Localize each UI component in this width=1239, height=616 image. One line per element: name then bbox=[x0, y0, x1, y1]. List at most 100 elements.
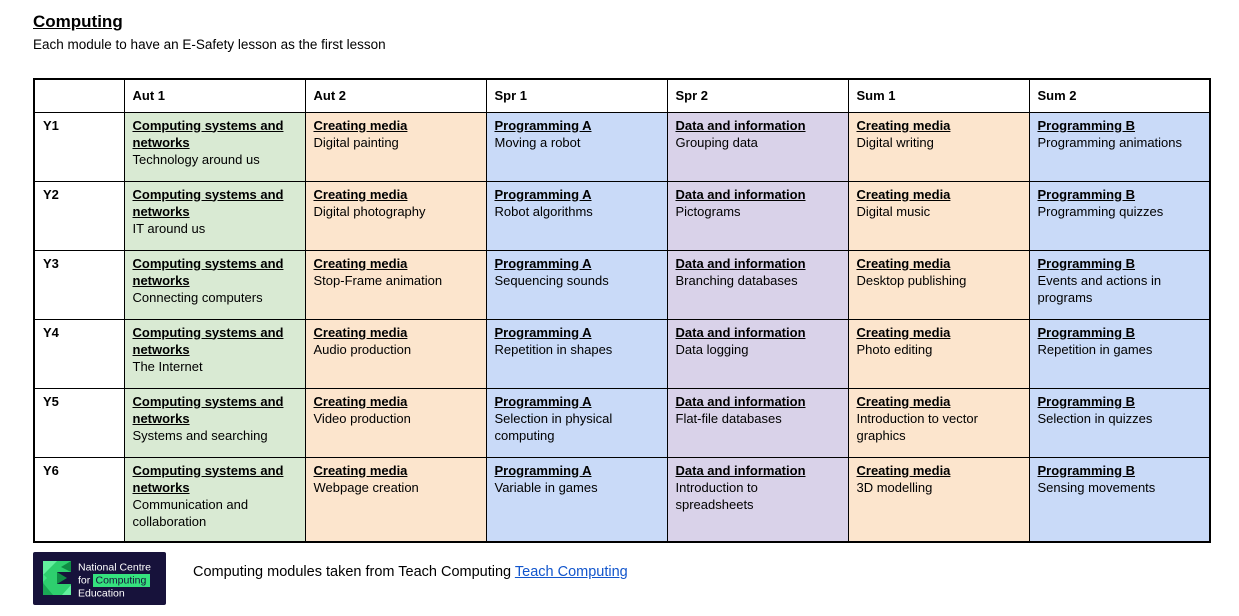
module-unit: Photo editing bbox=[856, 341, 933, 357]
module-cell-y1-aut-2: Creating media Digital painting bbox=[304, 111, 487, 182]
module-strand: Data and information bbox=[675, 186, 806, 202]
ncce-logo-c-mark bbox=[43, 561, 71, 595]
module-unit: Sequencing sounds bbox=[494, 272, 609, 288]
module-cell-y1-spr-2: Data and information Grouping data bbox=[666, 111, 849, 182]
curriculum-table: Aut 1 Aut 2 Spr 1 Spr 2 Sum 1 Sum 2 Y1 Computi… bbox=[33, 78, 1211, 543]
module-unit: Selection in physical computing bbox=[494, 410, 613, 443]
module-unit: Sensing movements bbox=[1037, 479, 1156, 495]
module-cell-y5-spr-2: Data and information Flat-file databases bbox=[666, 387, 849, 458]
table-header: Aut 1 Aut 2 Spr 1 Spr 2 Sum 1 Sum 2 bbox=[33, 78, 1211, 113]
ncce-logo-highlight-box bbox=[93, 574, 150, 587]
module-strand: Data and information bbox=[675, 324, 806, 340]
module-unit: Introduction to spreadsheets bbox=[675, 479, 758, 512]
module-unit: Communication and collaboration bbox=[132, 496, 249, 529]
module-unit: Branching databases bbox=[675, 272, 798, 288]
module-cell-y2-sum-1: Creating media Digital music bbox=[847, 180, 1030, 251]
table-row-y4: Y4 Computing systems and networks The Inte… bbox=[33, 318, 1211, 389]
module-strand: Programming A bbox=[494, 186, 592, 202]
module-cell-y3-spr-1: Programming A Sequencing sounds bbox=[485, 249, 668, 320]
module-unit: Video production bbox=[313, 410, 411, 426]
module-strand: Creating media bbox=[313, 393, 408, 409]
module-strand: Programming A bbox=[494, 117, 592, 133]
module-unit: Stop-Frame animation bbox=[313, 272, 443, 288]
module-cell-y3-sum-2: Programming B Events and actions in progr… bbox=[1028, 249, 1211, 320]
table-row-y2: Y2 Computing systems and networks IT aroun… bbox=[33, 180, 1211, 251]
module-cell-y1-sum-1: Creating media Digital writing bbox=[847, 111, 1030, 182]
page-title: Computing bbox=[33, 12, 123, 31]
row-header-y1: Y1 bbox=[33, 111, 125, 182]
module-strand: Computing systems and networks bbox=[132, 324, 284, 357]
module-strand: Creating media bbox=[856, 324, 951, 340]
module-cell-y5-spr-1: Programming A Selection in physical compu… bbox=[485, 387, 668, 458]
module-unit: Audio production bbox=[313, 341, 412, 357]
header-row: Aut 1 Aut 2 Spr 1 Spr 2 Sum 1 Sum 2 bbox=[33, 78, 1211, 113]
module-strand: Creating media bbox=[856, 462, 951, 478]
module-strand: Data and information bbox=[675, 462, 806, 478]
module-cell-y2-aut-2: Creating media Digital photography bbox=[304, 180, 487, 251]
module-unit: 3D modelling bbox=[856, 479, 933, 495]
module-strand: Programming B bbox=[1037, 117, 1136, 133]
module-strand: Programming A bbox=[494, 255, 592, 271]
module-cell-y4-sum-2: Programming B Repetition in games bbox=[1028, 318, 1211, 389]
module-unit: Variable in games bbox=[494, 479, 598, 495]
module-unit: Digital music bbox=[856, 203, 931, 219]
module-cell-y2-spr-1: Programming A Robot algorithms bbox=[485, 180, 668, 251]
module-unit: Grouping data bbox=[675, 134, 758, 150]
module-cell-y3-aut-1: Computing systems and networks Connecting… bbox=[123, 249, 306, 320]
module-cell-y1-aut-1: Computing systems and networks Technology… bbox=[123, 111, 306, 182]
column-header-spr-1: Spr 1 bbox=[485, 78, 668, 113]
module-strand: Programming A bbox=[494, 393, 592, 409]
module-cell-y3-spr-2: Data and information Branching databases bbox=[666, 249, 849, 320]
module-strand: Creating media bbox=[856, 117, 951, 133]
module-cell-y3-aut-2: Creating media Stop-Frame animation bbox=[304, 249, 487, 320]
module-unit: Digital photography bbox=[313, 203, 426, 219]
module-cell-y1-sum-2: Programming B Programming animations bbox=[1028, 111, 1211, 182]
module-strand: Computing systems and networks bbox=[132, 462, 284, 495]
module-cell-y4-aut-2: Creating media Audio production bbox=[304, 318, 487, 389]
module-cell-y6-aut-2: Creating media Webpage creation bbox=[304, 456, 487, 543]
ncce-logo: National Centre for Computing Education bbox=[33, 552, 166, 610]
module-unit: Programming animations bbox=[1037, 134, 1183, 150]
teach-computing-link[interactable]: Teach Computing bbox=[514, 564, 628, 580]
module-cell-y2-aut-1: Computing systems and networks IT around … bbox=[123, 180, 306, 251]
module-unit: Connecting computers bbox=[132, 289, 263, 305]
module-cell-y6-sum-1: Creating media 3D modelling bbox=[847, 456, 1030, 543]
module-strand: Creating media bbox=[313, 462, 408, 478]
module-strand: Data and information bbox=[675, 393, 806, 409]
module-unit: Pictograms bbox=[675, 203, 741, 219]
module-strand: Creating media bbox=[856, 255, 951, 271]
ncce-logo-line3: Education bbox=[78, 588, 125, 600]
module-strand: Programming B bbox=[1037, 324, 1136, 340]
table-row-y1: Y1 Computing systems and networks Technolo… bbox=[33, 111, 1211, 182]
module-cell-y4-spr-2: Data and information Data logging bbox=[666, 318, 849, 389]
module-cell-y6-spr-1: Programming A Variable in games bbox=[485, 456, 668, 543]
module-cell-y6-aut-1: Computing systems and networks Communicat… bbox=[123, 456, 306, 543]
module-cell-y5-aut-1: Computing systems and networks Systems an… bbox=[123, 387, 306, 458]
row-header-y2: Y2 bbox=[33, 180, 125, 251]
module-strand: Creating media bbox=[313, 255, 408, 271]
column-header-aut-1: Aut 1 bbox=[123, 78, 306, 113]
column-header-aut-2: Aut 2 bbox=[304, 78, 487, 113]
module-strand: Computing systems and networks bbox=[132, 117, 284, 150]
module-strand: Programming A bbox=[494, 462, 592, 478]
module-strand: Programming B bbox=[1037, 255, 1136, 271]
footer-attribution: Computing modules taken from Teach Compu… bbox=[193, 564, 628, 580]
module-cell-y5-sum-1: Creating media Introduction to vector gra… bbox=[847, 387, 1030, 458]
module-strand: Programming A bbox=[494, 324, 592, 340]
module-cell-y4-sum-1: Creating media Photo editing bbox=[847, 318, 1030, 389]
module-unit: The Internet bbox=[132, 358, 203, 374]
column-header-sum-1: Sum 1 bbox=[847, 78, 1030, 113]
module-cell-y5-sum-2: Programming B Selection in quizzes bbox=[1028, 387, 1211, 458]
module-unit: Digital writing bbox=[856, 134, 934, 150]
module-strand: Creating media bbox=[313, 324, 408, 340]
module-cell-y5-aut-2: Creating media Video production bbox=[304, 387, 487, 458]
module-strand: Creating media bbox=[313, 186, 408, 202]
module-unit: Data logging bbox=[675, 341, 749, 357]
module-unit: IT around us bbox=[132, 220, 206, 236]
module-unit: Events and actions in programs bbox=[1037, 272, 1162, 305]
module-unit: Moving a robot bbox=[494, 134, 581, 150]
column-header-sum-2: Sum 2 bbox=[1028, 78, 1211, 113]
ncce-logo-line1: National Centre bbox=[78, 562, 151, 574]
module-unit: Robot algorithms bbox=[494, 203, 593, 219]
module-unit: Programming quizzes bbox=[1037, 203, 1164, 219]
